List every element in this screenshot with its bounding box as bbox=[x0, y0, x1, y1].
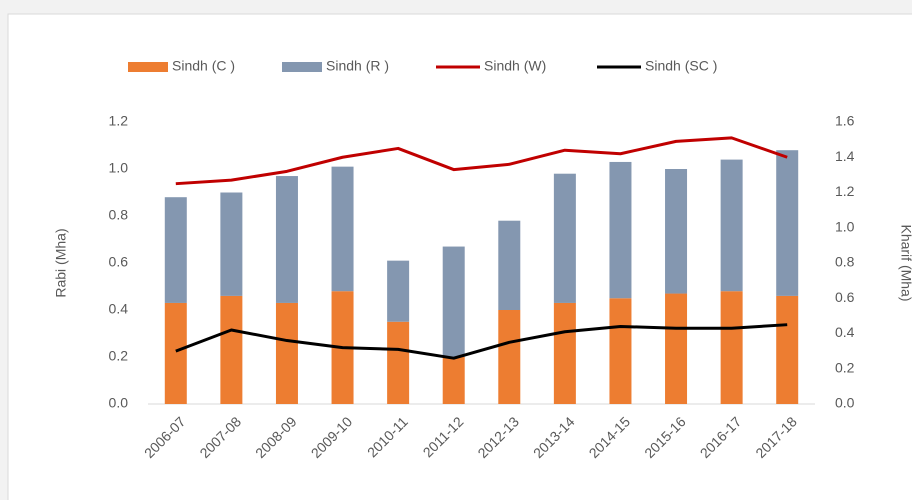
legend-swatch bbox=[282, 62, 322, 72]
bar bbox=[665, 169, 688, 294]
y-tick-label: 0.0 bbox=[109, 395, 129, 411]
bar bbox=[387, 321, 410, 404]
line bbox=[175, 136, 788, 186]
bar bbox=[498, 310, 521, 404]
y2-tick-label: 0.4 bbox=[835, 324, 855, 340]
bar bbox=[164, 302, 187, 404]
legend-label: Sindh (W) bbox=[484, 58, 546, 74]
bar bbox=[220, 295, 243, 404]
legend-label: Sindh (SC ) bbox=[645, 58, 717, 74]
y2-tick-label: 1.0 bbox=[835, 218, 855, 234]
y-axis-label: Rabi (Mha) bbox=[53, 228, 69, 297]
bar bbox=[164, 197, 187, 303]
bar bbox=[553, 302, 576, 404]
bar bbox=[275, 176, 298, 303]
bar bbox=[275, 302, 298, 404]
bar bbox=[553, 173, 576, 303]
y-tick-label: 0.4 bbox=[109, 301, 129, 317]
y2-tick-label: 0.0 bbox=[835, 395, 855, 411]
y2-tick-label: 1.4 bbox=[835, 148, 855, 164]
y2-tick-label: 1.6 bbox=[835, 113, 855, 129]
bar bbox=[609, 298, 632, 404]
bar bbox=[720, 159, 743, 292]
y-tick-label: 0.2 bbox=[109, 348, 129, 364]
y2-axis-label: Kharif (Mha) bbox=[898, 224, 912, 301]
y-tick-label: 0.8 bbox=[109, 207, 129, 223]
bar bbox=[720, 291, 743, 404]
legend-label: Sindh (C ) bbox=[172, 58, 235, 74]
y2-tick-label: 0.6 bbox=[835, 289, 855, 305]
y2-tick-label: 0.2 bbox=[835, 359, 855, 375]
y2-tick-label: 0.8 bbox=[835, 254, 855, 270]
y-tick-label: 1.0 bbox=[109, 160, 129, 176]
bar bbox=[776, 150, 799, 296]
legend-label: Sindh (R ) bbox=[326, 58, 389, 74]
bar bbox=[776, 295, 799, 404]
bar bbox=[387, 260, 410, 322]
line bbox=[175, 323, 788, 360]
bar bbox=[331, 166, 354, 292]
y-tick-label: 0.6 bbox=[109, 254, 129, 270]
bar bbox=[442, 357, 465, 404]
bar bbox=[609, 161, 632, 299]
bar bbox=[498, 220, 521, 310]
bar bbox=[665, 293, 688, 404]
bar bbox=[220, 192, 243, 296]
legend-swatch bbox=[128, 62, 168, 72]
y-tick-label: 1.2 bbox=[109, 113, 129, 129]
bar bbox=[442, 246, 465, 357]
y2-tick-label: 1.2 bbox=[835, 183, 855, 199]
